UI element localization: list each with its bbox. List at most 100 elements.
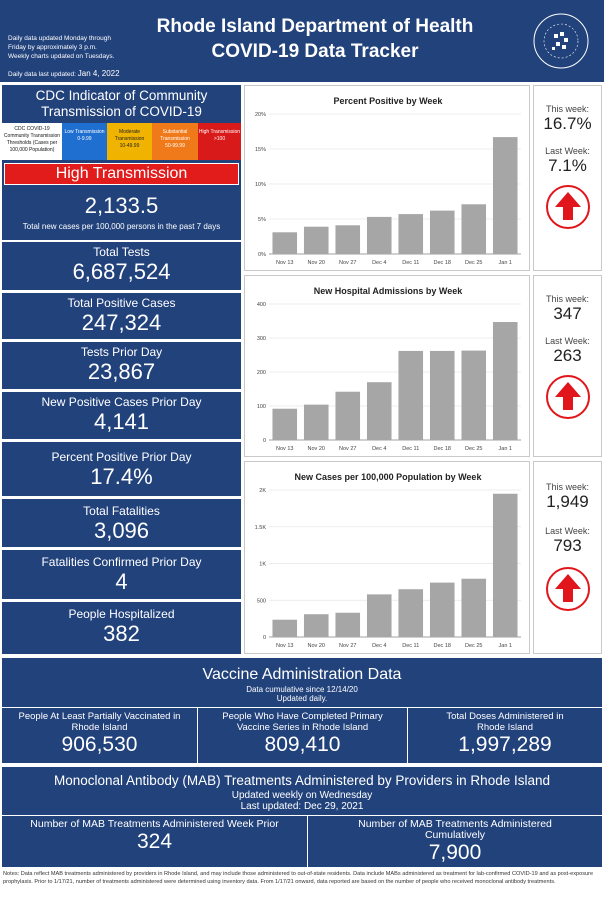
bar: [272, 232, 298, 254]
chart-panel-hospital-admissions: New Hospital Admissions by Week 0 100 200 3…: [244, 275, 530, 457]
bar: [429, 582, 455, 637]
x-tick-label: Nov 27: [339, 643, 356, 649]
x-tick-label: Dec 18: [434, 446, 451, 452]
bar: [272, 619, 298, 637]
mab-stat-label: Number of MAB Treatments Administered We…: [30, 818, 279, 830]
stat-label: People Hospitalized: [68, 607, 175, 621]
last-updated-date: Jan 4, 2022: [77, 69, 120, 78]
stat-value: 23,867: [87, 359, 156, 384]
vaccine-title: Vaccine Administration Data: [202, 666, 402, 683]
level-high-range: >100: [213, 136, 226, 142]
vaccine-section: Vaccine Administration Data Data cumulat…: [2, 658, 602, 764]
stat-total-fatalities: Total Fatalities 3,096: [2, 499, 241, 547]
transmission-rate: 2,133.5: [84, 193, 159, 218]
cdc-title: CDC Indicator of Community Transmission …: [35, 88, 208, 119]
x-tick-label: Nov 20: [308, 643, 325, 649]
vaccine-stat-label: People Who Have Completed Primary Vaccin…: [222, 711, 383, 733]
header: Daily data updated Monday through Friday…: [0, 0, 604, 82]
this-week-value: 1,949: [546, 492, 589, 511]
stat-total-positive: Total Positive Cases 247,324: [2, 293, 241, 339]
level-moderate-range: 10-49.99: [119, 143, 140, 149]
level-low-name: Low Transmission: [64, 129, 105, 135]
stat-total-tests: Total Tests 6,687,524: [2, 242, 241, 290]
x-tick-label: Dec 11: [402, 643, 419, 649]
new-cases-chart: 0 500 1K 1.5K 2K Nov 13 Nov 20 Nov 27 Dec 4 Dec 1…: [255, 488, 521, 649]
bar: [335, 225, 361, 254]
y-tick-label: 15%: [255, 147, 266, 153]
this-week-label: This week:: [545, 104, 589, 114]
y-tick-label: 100: [257, 404, 266, 410]
chart-panel-new-cases: New Cases per 100,000 Population by Week…: [244, 461, 530, 654]
vaccine-subtitle: Data cumulative since 12/14/20: [246, 685, 358, 694]
stat-value: 382: [103, 621, 140, 646]
footer-notes: Notes: Data reflect MAB treatments admin…: [3, 871, 594, 885]
this-week-label: This week:: [545, 482, 589, 492]
stat-value: 3,096: [93, 518, 150, 543]
arrow-up-icon: [545, 567, 590, 611]
x-tick-label: Dec 11: [402, 260, 419, 266]
bar: [303, 404, 329, 440]
page-title-line1: Rhode Island Department of Health: [156, 16, 474, 37]
bar: [335, 612, 361, 637]
this-week-label: This week:: [545, 294, 589, 304]
level-moderate: Moderate Transmission 10-49.99: [107, 123, 152, 160]
current-transmission-level: High Transmission: [4, 163, 239, 185]
mab-stat-week-prior: Number of MAB Treatments Administered We…: [2, 815, 308, 868]
stat-label: New Positive Cases Prior Day: [41, 395, 202, 409]
vaccine-stat-value: 809,410: [264, 733, 341, 756]
stat-value: 17.4%: [90, 464, 153, 489]
x-tick-label: Nov 13: [276, 260, 293, 266]
level-substantial-name: Substantial Transmission: [160, 129, 190, 142]
stat-label: Total Positive Cases: [67, 296, 176, 310]
mab-stat-value: 7,900: [428, 841, 482, 864]
x-tick-label: Nov 13: [276, 446, 293, 452]
x-tick-label: Nov 13: [276, 643, 293, 649]
last-week-label: Last Week:: [545, 146, 590, 156]
chart-title: New Hospital Admissions by Week: [313, 286, 463, 296]
mab-stat-cumulative: Number of MAB Treatments Administered Cu…: [308, 815, 602, 868]
stat-people-hospitalized: People Hospitalized 382: [2, 602, 241, 654]
stat-label: Total Tests: [93, 245, 150, 259]
y-tick-label: 400: [257, 302, 266, 308]
y-tick-label: 5%: [258, 217, 266, 223]
bar: [303, 614, 329, 637]
this-week-value: 16.7%: [543, 114, 592, 133]
bar: [335, 391, 361, 440]
arrow-up-icon: [545, 185, 590, 229]
x-tick-label: Nov 20: [308, 260, 325, 266]
x-tick-label: Dec 4: [372, 446, 386, 452]
vaccine-stat-doses: Total Doses Administered in Rhode Island…: [408, 707, 602, 764]
bar: [398, 214, 424, 254]
bar: [398, 350, 424, 440]
mab-subtitle: Updated weekly on Wednesday: [231, 790, 373, 801]
stat-value: 4,141: [93, 409, 150, 434]
mab-stat-value: 324: [136, 830, 173, 853]
week-compare-percent-positive: This week: 16.7% Last Week: 7.1%: [533, 85, 602, 271]
level-high-name: High Transmission: [198, 129, 241, 135]
mab-section: Monoclonal Antibody (MAB) Treatments Adm…: [2, 767, 602, 868]
chart-title: Percent Positive by Week: [333, 96, 443, 106]
y-tick-label: 300: [257, 336, 266, 342]
stat-label: Percent Positive Prior Day: [51, 450, 192, 464]
level-substantial: Substantial Transmission 50-99.99: [152, 123, 198, 160]
level-low: Low Transmission 0-9.99: [62, 123, 107, 160]
x-tick-label: Nov 27: [339, 446, 356, 452]
mab-subtitle: Last updated: Dec 29, 2021: [240, 801, 364, 812]
this-week-value: 347: [553, 304, 582, 323]
chart-panel-percent-positive: Percent Positive by Week 0% 5% 10% 15% 20% No…: [244, 85, 530, 271]
bar: [461, 204, 487, 254]
update-note-line: Daily data updated Monday through: [8, 35, 111, 42]
x-tick-label: Nov 20: [308, 446, 325, 452]
vaccine-stat-value: 1,997,289: [458, 733, 552, 756]
y-tick-label: 200: [257, 370, 266, 376]
y-tick-label: 10%: [255, 182, 266, 188]
bar: [366, 594, 392, 637]
bar: [303, 226, 329, 254]
x-tick-label: Jan 1: [499, 260, 512, 266]
stat-value: 6,687,524: [72, 259, 171, 284]
bar: [461, 350, 487, 440]
vaccine-subtitle: Updated daily.: [276, 694, 328, 703]
x-tick-label: Dec 25: [465, 643, 482, 649]
level-moderate-name: Moderate Transmission: [114, 129, 145, 142]
last-week-value: 263: [553, 346, 582, 365]
